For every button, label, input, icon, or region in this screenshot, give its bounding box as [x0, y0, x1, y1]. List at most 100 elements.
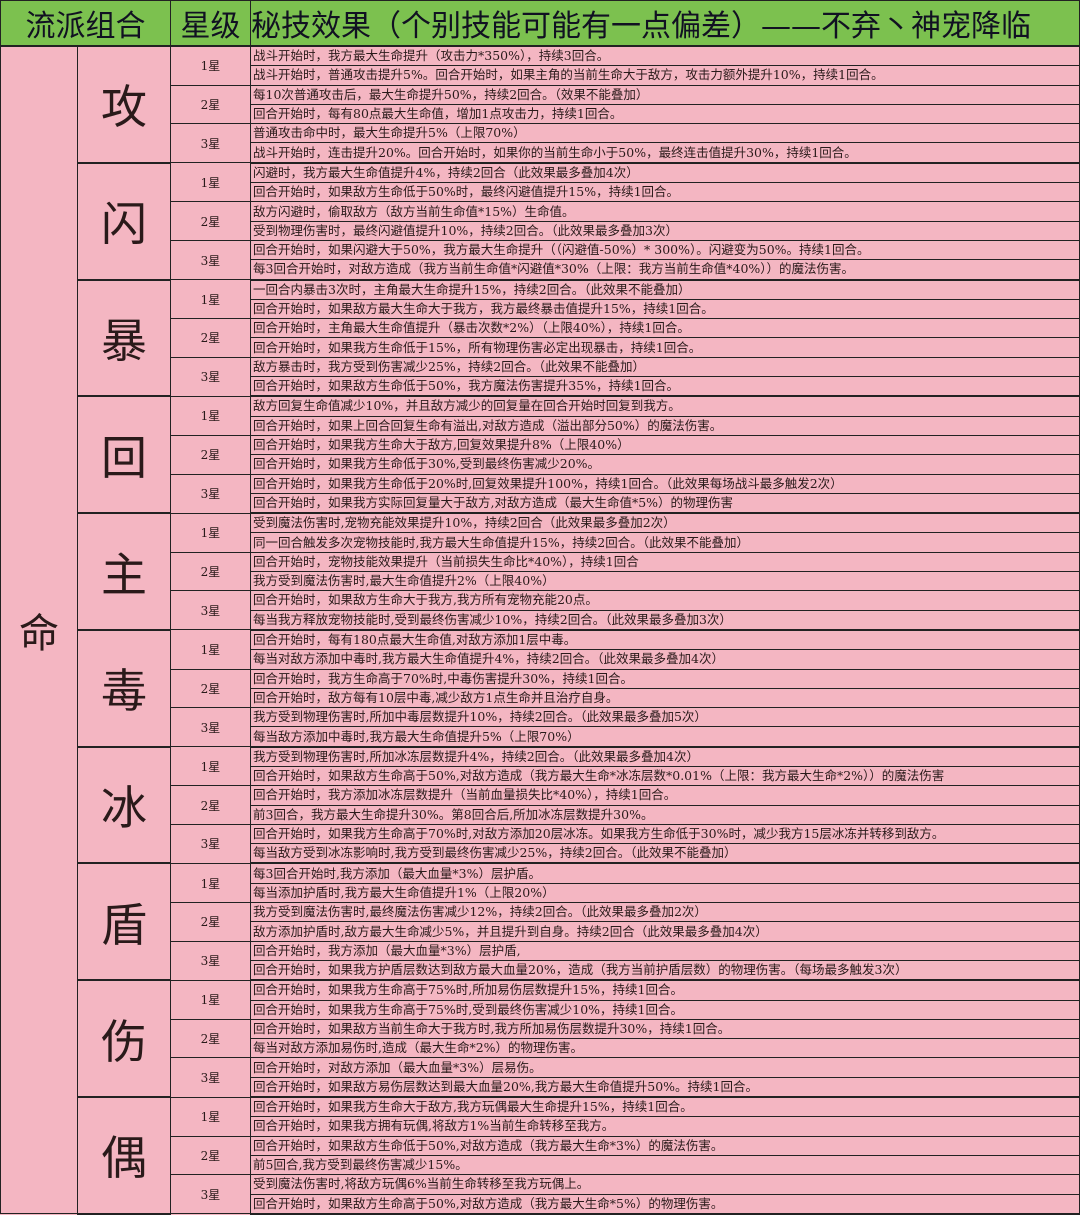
table-row: 2星 回合开始时，如果我方生命大于敌方,回复效果提升8%（上限40%） [1, 434, 1080, 475]
star-level: 2星 [170, 668, 251, 709]
effect-text: 回合开始时，我方生命高于70%时,中毒伤害提升30%，持续1回合。 [250, 668, 1080, 689]
group-name: 盾 [77, 862, 171, 982]
effect-text: 回合开始时，如果闪避大于50%，我方最大生命提升（（闪避值-50%）* 300%… [250, 239, 1080, 261]
group-name: 攻 [77, 45, 171, 164]
effect-text: 受到魔法伤害时,将敌方玩偶6%当前生命转移至我方玩偶上。 [250, 1174, 1080, 1195]
effect-text: 回合开始时，如果敌方最大生命大于我方，我方最终暴击值提升15%，持续1回合。 [250, 298, 1080, 320]
star-level: 2星 [170, 551, 251, 592]
table-row: 回合开始时，如果敌方生命高于50%,对敌方造成（我方最大生命*冰冻层数*0.01… [1, 765, 1080, 787]
star-level: 1星 [170, 162, 251, 203]
table-row: 盾 1星 每3回合开始时,我方添加（最大血量*3%）层护盾。 [1, 862, 1080, 982]
effect-text: 回合开始时，如果敌方生命低于50%,对敌方造成（我方最大生命*3%）的魔法伤害。 [250, 1135, 1080, 1156]
table-row: 3星 回合开始时，如果我方生命低于20%时,回复效果提升100%，持续1回合。（此… [1, 473, 1080, 514]
effect-text: 敌方回复生命值减少10%，并且敌方减少的回复量在回合开始时回复到我方。 [250, 395, 1080, 417]
star-level: 1星 [170, 1096, 251, 1137]
table-row: 回合开始时，如果上回合回复生命有溢出,对敌方造成（溢出部分50%）的魔法伤害。 [1, 415, 1080, 436]
star-level: 3星 [170, 356, 251, 397]
star-level: 1星 [170, 45, 251, 86]
effect-text: 回合开始时，如果我方生命高于70%时,对敌方添加20层冰冻。如果我方生命低于30… [250, 823, 1080, 845]
effect-text: 回合开始时，如果敌方生命低于50%，我方魔法伤害提升35%，持续1回合。 [250, 376, 1080, 398]
table-row: 暴 1星 一回合内暴击3次时，主角最大生命提升15%，持续2回合。（此效果不能叠加） [1, 279, 1080, 398]
effect-text: 我方受到魔法伤害时,最终魔法伤害减少12%，持续2回合。（此效果最多叠加2次） [250, 902, 1080, 923]
effect-text: 受到魔法伤害时,宠物充能效果提升10%，持续2回合（此效果最多叠加2次） [250, 512, 1080, 534]
table-body: 命攻 1星 战斗开始时，我方最大生命提升（攻击力*350%），持续3回合。 战斗开始时… [0, 45, 1080, 1215]
star-level: 2星 [170, 201, 251, 241]
effect-text: 回合开始时，如果上回合回复生命有溢出,对敌方造成（溢出部分50%）的魔法伤害。 [250, 415, 1080, 436]
star-level: 1星 [170, 629, 251, 670]
star-level: 3星 [170, 707, 251, 748]
group-name: 暴 [77, 279, 171, 398]
table-row: 3星 回合开始时，对敌方添加（最大血量*3%）层易伤。 [1, 1057, 1080, 1098]
table-row: 3星 回合开始时，如果闪避大于50%，我方最大生命提升（（闪避值-50%）* 30… [1, 239, 1080, 281]
effect-text: 回合开始时，我方添加（最大血量*3%）层护盾, [250, 940, 1080, 961]
star-level: 1星 [170, 746, 251, 787]
star-level: 1星 [170, 862, 251, 904]
effect-text: 我方受到魔法伤害时,最大生命值提升2%（上限40%） [250, 571, 1080, 592]
table-row: 主 1星 受到魔法伤害时,宠物充能效果提升10%，持续2回合（此效果最多叠加2次） [1, 512, 1080, 631]
table-row: 回合开始时，每有80点最大生命值，增加1点攻击力，持续1回合。 [1, 103, 1080, 125]
effect-text: 回合开始时，如果我方生命低于30%,受到最终伤害减少20%。 [250, 454, 1080, 475]
star-level: 3星 [170, 1057, 251, 1098]
star-level: 2星 [170, 785, 251, 825]
star-level: 2星 [170, 1018, 251, 1059]
effect-text: 回合开始时，如果敌方生命低于50%时，最终闪避值提升15%，持续1回合。 [250, 182, 1080, 203]
table-row: 每当敌方添加中毒时,我方最大生命值提升5%（上限70%） [1, 726, 1080, 748]
effect-text: 回合开始时，如果敌方生命高于50%,对敌方造成（我方最大生命*5%）的物理伤害。 [250, 1193, 1080, 1215]
star-level: 2星 [170, 902, 251, 942]
star-level: 3星 [170, 473, 251, 514]
effect-text: 敌方暴击时，我方受到伤害减少25%，持续2回合。（此效果不能叠加） [250, 356, 1080, 378]
group-name: 闪 [77, 162, 171, 281]
table-row: 回合开始时，如果我方护盾层数达到敌方最大血量20%，造成（我方当前护盾层数）的物… [1, 959, 1080, 982]
effect-text: 每3回合开始时,我方添加（最大血量*3%）层护盾。 [250, 862, 1080, 884]
effect-text: 每当敌方受到冰冻影响时,我方受到最终伤害减少25%，持续2回合。（此效果不能叠加… [250, 843, 1080, 865]
effect-text: 每当添加护盾时,我方最大生命值提升1%（上限20%） [250, 882, 1080, 904]
table-row: 命攻 1星 战斗开始时，我方最大生命提升（攻击力*350%），持续3回合。 [0, 45, 1080, 1215]
table-row: 3星 普通攻击命中时，最大生命提升5%（上限70%） [1, 123, 1080, 164]
table-row: 每当添加护盾时,我方最大生命值提升1%（上限20%） [1, 882, 1080, 904]
star-level: 3星 [170, 1174, 251, 1215]
effect-text: 闪避时，我方最大生命值提升4%，持续2回合（此效果最多叠加4次） [250, 162, 1080, 184]
table-row: 3星 回合开始时，如果敌方生命大于我方,我方所有宠物充能20点。 [1, 590, 1080, 631]
effect-text: 回合开始时，如果我方生命大于敌方,回复效果提升8%（上限40%） [250, 434, 1080, 456]
table-row: 3星 回合开始时，如果我方生命高于70%时,对敌方添加20层冰冻。如果我方生命低于… [1, 823, 1080, 864]
star-level: 3星 [170, 590, 251, 631]
header-row: 流派组合 星级 秘技效果（个别技能可能有一点偏差）——不弃丶神宠降临 [0, 0, 1080, 47]
table-row: 3星 受到魔法伤害时,将敌方玩偶6%当前生命转移至我方玩偶上。 [1, 1174, 1080, 1215]
effect-text: 回合开始时，主角最大生命值提升（暴击次数*2%）（上限40%），持续1回合。 [250, 318, 1080, 339]
table-row: 每当对敌方添加易伤时,造成（最大生命*2%）的物理伤害。 [1, 1038, 1080, 1059]
effect-text: 每当我方释放宠物技能时,受到最终伤害减少10%，持续2回合。（此效果最多叠加3次… [250, 609, 1080, 631]
effect-text: 每当对敌方添加中毒时,我方最大生命值提升4%，持续2回合。（此效果最多叠加4次） [250, 649, 1080, 670]
table-row: 前5回合,我方受到最终伤害减少15%。 [1, 1154, 1080, 1176]
effect-text: 每当对敌方添加易伤时,造成（最大生命*2%）的物理伤害。 [250, 1038, 1080, 1059]
group-name: 回 [77, 395, 171, 515]
effect-text: 每当敌方添加中毒时,我方最大生命值提升5%（上限70%） [250, 726, 1080, 748]
table-row: 每当敌方受到冰冻影响时,我方受到最终伤害减少25%，持续2回合。（此效果不能叠加… [1, 843, 1080, 865]
table-row: 回合开始时，如果敌方最大生命大于我方，我方最终暴击值提升15%，持续1回合。 [1, 298, 1080, 320]
effect-text: 战斗开始时，我方最大生命提升（攻击力*350%），持续3回合。 [250, 45, 1080, 67]
star-level: 1星 [170, 512, 251, 553]
table-row: 回合开始时，如果我方生命高于75%时,受到最终伤害减少10%，持续1回合。 [1, 999, 1080, 1020]
star-level: 2星 [170, 434, 251, 475]
effect-text: 敌方添加护盾时,敌方最大生命减少5%，并且提升到自身。持续2回合（此效果最多叠加… [250, 921, 1080, 942]
star-level: 1星 [170, 279, 251, 320]
group-name: 冰 [77, 746, 171, 865]
table-row: 我方受到魔法伤害时,最大生命值提升2%（上限40%） [1, 571, 1080, 592]
effect-text: 回合开始时，如果我方生命高于75%时,受到最终伤害减少10%，持续1回合。 [250, 999, 1080, 1020]
effect-text: 回合开始时，如果我方生命大于敌方,我方玩偶最大生命提升15%，持续1回合。 [250, 1096, 1080, 1118]
table-row: 2星 回合开始时，我方添加冰冻层数提升（当前血量损失比*40%），持续1回合。 [1, 785, 1080, 825]
table-row: 冰 1星 我方受到物理伤害时,所加冰冻层数提升4%，持续2回合。（此效果最多叠加4次… [1, 746, 1080, 865]
table-row: 2星 回合开始时，如果敌方当前生命大于我方时,我方所加易伤层数提升30%，持续1回… [1, 1018, 1080, 1059]
star-level: 3星 [170, 823, 251, 864]
table-row: 2星 回合开始时，我方生命高于70%时,中毒伤害提升30%，持续1回合。 [1, 668, 1080, 709]
table-row: 偶 1星 回合开始时，如果我方生命大于敌方,我方玩偶最大生命提升15%，持续1回合。 [1, 1096, 1080, 1215]
effect-text: 每10次普通攻击后，最大生命提升50%，持续2回合。（效果不能叠加） [250, 84, 1080, 105]
effect-text: 回合开始时，如果我方拥有玩偶,将敌方1%当前生命转移至我方。 [250, 1116, 1080, 1137]
table-row: 每当我方释放宠物技能时,受到最终伤害减少10%，持续2回合。（此效果最多叠加3次… [1, 609, 1080, 631]
effect-text: 回合开始时，如果敌方生命高于50%,对敌方造成（我方最大生命*冰冻层数*0.01… [250, 765, 1080, 787]
effect-text: 受到物理伤害时，最终闪避值提升10%，持续2回合。（此效果最多叠加3次） [250, 220, 1080, 241]
header-group: 流派组合 [0, 0, 171, 47]
star-level: 2星 [170, 318, 251, 358]
group-name: 伤 [77, 979, 171, 1099]
star-level: 3星 [170, 940, 251, 981]
